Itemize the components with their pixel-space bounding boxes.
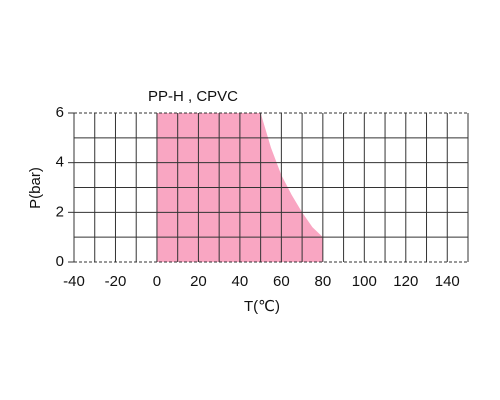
y-tick-label: 6 <box>56 104 64 121</box>
x-tick-label: 120 <box>393 273 418 290</box>
x-tick-label: 20 <box>190 273 207 290</box>
y-axis-label: P(bar) <box>27 167 44 209</box>
y-tick-label: 0 <box>56 253 64 270</box>
x-tick-label: 140 <box>435 273 460 290</box>
x-tick-label: -40 <box>63 273 85 290</box>
x-tick-label: 60 <box>273 273 290 290</box>
x-axis-label: T(℃) <box>244 298 280 315</box>
x-tick-label: 100 <box>352 273 377 290</box>
y-tick-label: 2 <box>56 203 64 220</box>
x-tick-label: 80 <box>314 273 331 290</box>
chart-title: PP-H , CPVC <box>148 88 238 105</box>
x-tick-label: 40 <box>232 273 249 290</box>
x-tick-label: -20 <box>105 273 127 290</box>
x-tick-label: 0 <box>153 273 161 290</box>
y-tick-label: 4 <box>56 154 64 171</box>
